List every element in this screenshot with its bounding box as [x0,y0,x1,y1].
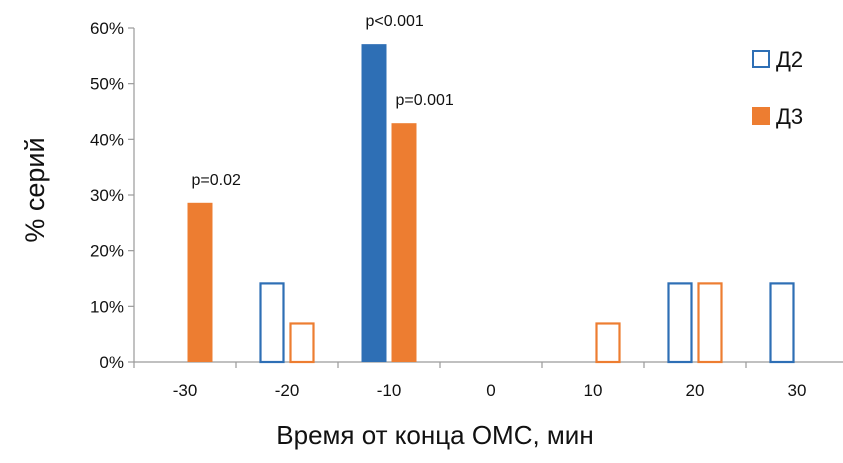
bar-Д3 [595,322,621,364]
x-tick-label: 30 [788,381,807,400]
bar-Д3 [697,282,723,364]
bar-Д2 [769,282,795,364]
bar-Д3 [187,202,213,362]
y-tick-label: 30% [90,186,124,205]
bars [187,44,795,364]
legend-swatch [752,50,770,68]
y-tick-label: 20% [90,242,124,261]
x-tick-label: 0 [486,381,495,400]
y-tick-label: 10% [90,297,124,316]
p-value-label: p=0.02 [192,172,241,189]
x-tick-label: 20 [686,381,705,400]
y-tick-label: 60% [90,19,124,38]
bar-Д3 [289,322,315,364]
y-tick-label: 40% [90,130,124,149]
annotations: p=0.02 p<0.001 p=0.001 [192,13,454,189]
y-tick-label: 0% [99,353,124,372]
y-axis-label: % серий [20,137,50,242]
bar-Д2 [259,282,285,364]
legend: Д2 Д3 [752,47,803,129]
y-tick-label: 50% [90,75,124,94]
axes: 0% 10% 20% 30% 40% 50% 60% -30 -20 -10 0 10 20 30 [90,19,843,400]
bar-Д2 [361,44,387,362]
p-value-label: p=0.001 [396,92,454,109]
bar-Д3 [391,123,417,362]
x-tick-label: -20 [275,381,300,400]
x-tick-label: 10 [584,381,603,400]
x-axis-label: Время от конца ОМС, мин [276,420,593,450]
p-value-label: p<0.001 [366,13,424,30]
x-tick-label: -30 [173,381,198,400]
legend-label: Д3 [776,104,803,129]
x-tick-label: -10 [377,381,402,400]
legend-label: Д2 [776,47,803,72]
bar-Д2 [667,282,693,364]
legend-swatch [752,107,770,125]
